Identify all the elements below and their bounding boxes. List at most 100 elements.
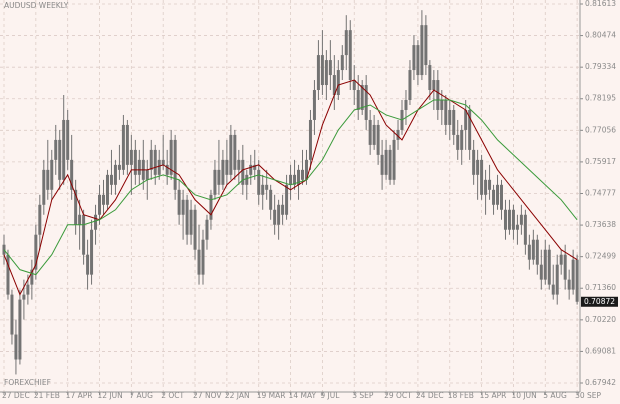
candle-body [360, 85, 364, 110]
candle-body [213, 169, 217, 195]
y-tick-label: 0.71360 [585, 283, 616, 292]
candle-body [18, 299, 22, 360]
candle-body [26, 284, 30, 295]
candle-body [225, 159, 229, 175]
candle-body [368, 119, 372, 145]
candle-body [328, 60, 332, 76]
candle-body [54, 139, 58, 160]
candle-body [332, 75, 336, 96]
candle-body [46, 169, 50, 190]
candle-body [237, 159, 241, 170]
candle-body [320, 55, 324, 86]
x-tick-label: 9 JUL [320, 391, 340, 400]
candle-body [185, 199, 189, 235]
candle-body [416, 45, 420, 76]
candle-body [6, 254, 10, 295]
y-tick-label: 0.70220 [585, 315, 616, 324]
candle-body [205, 219, 209, 240]
x-tick-label: 3 SEP [352, 391, 374, 400]
candle-body [181, 199, 185, 215]
candle-body [241, 159, 245, 185]
x-tick-label: 2 OCT [161, 391, 184, 400]
candle-body [201, 239, 205, 275]
candle-body [221, 159, 225, 185]
candle-body [567, 279, 571, 290]
candle-body [22, 294, 26, 300]
candle-body [285, 184, 289, 215]
candle-body [301, 169, 304, 180]
candle-body [58, 139, 62, 180]
candle-body [352, 80, 356, 91]
candle-body [500, 184, 503, 210]
candle-body [408, 70, 412, 100]
candle-body [575, 259, 579, 302]
y-tick-label: 0.79334 [585, 62, 616, 71]
candle-body [177, 189, 181, 215]
candle-body [519, 214, 523, 225]
candle-body [515, 224, 519, 230]
candle-body [173, 139, 177, 190]
candle-body [392, 139, 396, 180]
y-tick-label: 0.74777 [585, 189, 616, 198]
candle-body [161, 159, 165, 165]
candle-body [157, 159, 161, 175]
candle-body [535, 239, 539, 265]
candle-body [404, 99, 408, 110]
chart-title: AUDUSD WEEKLY [4, 1, 69, 10]
candle-body [456, 134, 460, 150]
candle-body [34, 234, 38, 270]
candle-body [336, 70, 340, 96]
candle-body [193, 209, 197, 250]
y-tick-label: 0.77056 [585, 125, 616, 134]
candle-body [559, 254, 563, 265]
candle-body [197, 249, 201, 275]
candle-body [531, 239, 535, 260]
x-tick-label: 12 JUN [98, 391, 123, 400]
candle-body [277, 204, 281, 225]
candle-body [2, 244, 6, 255]
y-tick-label: 0.72499 [585, 252, 616, 261]
x-tick-label: 27 DEC [2, 391, 30, 400]
candle-body [324, 60, 328, 86]
candle-body [289, 174, 293, 185]
x-tick-label: 10 JUN [511, 391, 536, 400]
candle-body [209, 194, 213, 220]
y-tick-label: 0.75917 [585, 157, 616, 166]
candle-body [523, 214, 527, 245]
candle-body [436, 80, 440, 110]
candle-body [145, 169, 149, 180]
x-tick-label: 5 AUG [543, 391, 567, 400]
candle-body [293, 174, 297, 185]
y-tick-label: 0.81613 [585, 0, 616, 8]
candle-body [396, 129, 400, 140]
candle-body [98, 194, 102, 215]
candle-body [105, 174, 109, 205]
candle-body [42, 169, 46, 205]
last-price-label: 0.70872 [584, 297, 615, 306]
candle-body [380, 154, 384, 175]
candle-body [261, 184, 265, 195]
candle-body [388, 149, 392, 180]
candle-body [492, 189, 496, 205]
candle-body [233, 134, 237, 170]
candle-body [113, 164, 117, 185]
candle-body [245, 174, 249, 185]
candle-body [420, 25, 424, 76]
candle-body [229, 134, 233, 175]
candle-body [30, 269, 34, 285]
candle-body [117, 164, 121, 170]
x-tick-label: 17 APR [66, 391, 93, 400]
candle-body [539, 264, 543, 280]
x-tick-label: 29 OCT [384, 391, 412, 400]
candle-body [125, 124, 129, 165]
candle-body [253, 164, 257, 170]
candle-body [78, 214, 82, 225]
candle-body [312, 90, 316, 120]
candle-body [94, 214, 98, 230]
candle-body [70, 159, 74, 190]
candle-body [102, 194, 105, 205]
candle-body [480, 159, 484, 195]
candle-body [356, 90, 360, 110]
